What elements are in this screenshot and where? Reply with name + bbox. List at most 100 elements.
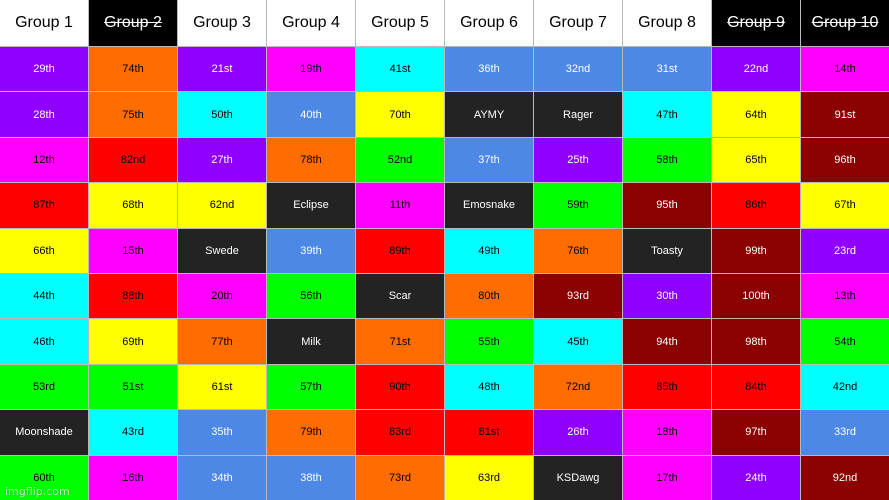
grid-cell: 43rd bbox=[89, 410, 177, 455]
grid-cell: 96th bbox=[801, 137, 889, 183]
grid-cell: Swede bbox=[178, 228, 266, 273]
grid-cell: 61st bbox=[178, 364, 266, 410]
grid-cell: 68th bbox=[89, 183, 177, 228]
grid-cell: 36th bbox=[445, 47, 533, 92]
grid-cell: 80th bbox=[445, 274, 533, 319]
grid-cell: 63rd bbox=[445, 455, 533, 500]
grid-cell: 62nd bbox=[178, 183, 266, 228]
grid-cell: 98th bbox=[712, 319, 800, 364]
grid-cell: 14th bbox=[801, 47, 889, 92]
column-header-group-4: Group 4 bbox=[267, 0, 355, 46]
grid-cell: 24th bbox=[712, 455, 800, 500]
grid-cell: 90th bbox=[356, 364, 444, 410]
grid-cell: 46th bbox=[0, 319, 88, 364]
grid-cell: 21st bbox=[178, 47, 266, 92]
grid-cell: 38th bbox=[267, 455, 355, 500]
grid-cell: 91st bbox=[801, 92, 889, 137]
column-header-group-3: Group 3 bbox=[178, 0, 266, 46]
grid-cell: 67th bbox=[801, 183, 889, 228]
grid-cell: 16th bbox=[89, 455, 177, 500]
grid-cell: 49th bbox=[445, 228, 533, 273]
column-header-group-7: Group 7 bbox=[534, 0, 622, 46]
grid-cell: 66th bbox=[0, 228, 88, 273]
grid-cell: 97th bbox=[712, 410, 800, 455]
grid-cell: 39th bbox=[267, 228, 355, 273]
grid-cell: 18th bbox=[623, 410, 711, 455]
grid-cell: 47th bbox=[623, 92, 711, 137]
grid-cell: 95th bbox=[623, 183, 711, 228]
grid-cell: 92nd bbox=[801, 455, 889, 500]
grid-cell: 85th bbox=[623, 364, 711, 410]
grid-cell: 54th bbox=[801, 319, 889, 364]
grid-cell: 19th bbox=[267, 47, 355, 92]
grid-cell: 60th bbox=[0, 455, 88, 500]
grid-cell: 78th bbox=[267, 137, 355, 183]
grid-cell: 40th bbox=[267, 92, 355, 137]
column-header-group-9: Group 9 bbox=[712, 0, 800, 46]
grid-cell: 13th bbox=[801, 274, 889, 319]
grid-cell: 27th bbox=[178, 137, 266, 183]
grid-cell: 64th bbox=[712, 92, 800, 137]
grid-cell: 58th bbox=[623, 137, 711, 183]
grid-cell: 52nd bbox=[356, 137, 444, 183]
grid-cell: 11th bbox=[356, 183, 444, 228]
grid-cell: Toasty bbox=[623, 228, 711, 273]
grid-cell: 12th bbox=[0, 137, 88, 183]
grid-cell: 26th bbox=[534, 410, 622, 455]
grid-cell: 88th bbox=[89, 274, 177, 319]
grid-cell: Eclipse bbox=[267, 183, 355, 228]
grid-cell: 31st bbox=[623, 47, 711, 92]
grid-cell: 37th bbox=[445, 137, 533, 183]
grid-cell: 81st bbox=[445, 410, 533, 455]
grid-cell: 100th bbox=[712, 274, 800, 319]
grid-cell: 41st bbox=[356, 47, 444, 92]
grid-cell: 86th bbox=[712, 183, 800, 228]
grid-cell: 77th bbox=[178, 319, 266, 364]
grid-cell: 33rd bbox=[801, 410, 889, 455]
grid-cell: 69th bbox=[89, 319, 177, 364]
grid-cell: 44th bbox=[0, 274, 88, 319]
grid-cell: 83rd bbox=[356, 410, 444, 455]
grid-cell: 93rd bbox=[534, 274, 622, 319]
grid-cell: 23rd bbox=[801, 228, 889, 273]
column-header-group-2: Group 2 bbox=[89, 0, 177, 46]
grid-cell: 87th bbox=[0, 183, 88, 228]
grid-cell: 94th bbox=[623, 319, 711, 364]
grid-cell: 75th bbox=[89, 92, 177, 137]
grid-cell: 65th bbox=[712, 137, 800, 183]
grid-cell: 45th bbox=[534, 319, 622, 364]
grid-cell: 74th bbox=[89, 47, 177, 92]
column-header-group-1: Group 1 bbox=[0, 0, 88, 46]
grid-cell: 25th bbox=[534, 137, 622, 183]
grid-cell: 73rd bbox=[356, 455, 444, 500]
grid-cell: 42nd bbox=[801, 364, 889, 410]
grid-cell: 72nd bbox=[534, 364, 622, 410]
grid-cell: 51st bbox=[89, 364, 177, 410]
grid-cell: 84th bbox=[712, 364, 800, 410]
grid-cell: 76th bbox=[534, 228, 622, 273]
column-header-group-10: Group 10 bbox=[801, 0, 889, 46]
grid-cell: 79th bbox=[267, 410, 355, 455]
grid-cell: Emosnake bbox=[445, 183, 533, 228]
grid-cell: 17th bbox=[623, 455, 711, 500]
grid-cell: 99th bbox=[712, 228, 800, 273]
grid-cell: 50th bbox=[178, 92, 266, 137]
grid-cell: 29th bbox=[0, 47, 88, 92]
grid-cell: 22nd bbox=[712, 47, 800, 92]
grid-cell: 20th bbox=[178, 274, 266, 319]
grid-cell: 35th bbox=[178, 410, 266, 455]
grid-cell: 15th bbox=[89, 228, 177, 273]
grid-cell: 34th bbox=[178, 455, 266, 500]
grid-cell: Rager bbox=[534, 92, 622, 137]
column-header-group-6: Group 6 bbox=[445, 0, 533, 46]
grid-cell: AYMY bbox=[445, 92, 533, 137]
grid-cell: 48th bbox=[445, 364, 533, 410]
grid-cell: 89th bbox=[356, 228, 444, 273]
grid-cell: 59th bbox=[534, 183, 622, 228]
grid-cell: 56th bbox=[267, 274, 355, 319]
grid-cell: 32nd bbox=[534, 47, 622, 92]
grid-cell: 30th bbox=[623, 274, 711, 319]
grid-cell: Milk bbox=[267, 319, 355, 364]
grid-cell: 70th bbox=[356, 92, 444, 137]
